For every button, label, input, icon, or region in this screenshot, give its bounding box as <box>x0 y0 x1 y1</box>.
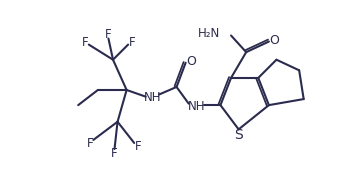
Text: O: O <box>269 33 279 46</box>
Text: NH: NH <box>144 91 161 104</box>
Text: F: F <box>105 28 112 41</box>
Text: S: S <box>234 128 242 142</box>
Text: F: F <box>82 36 89 49</box>
Text: H₂N: H₂N <box>198 27 220 40</box>
Text: NH: NH <box>188 100 205 113</box>
Text: F: F <box>87 137 93 150</box>
Text: F: F <box>135 140 141 153</box>
Text: F: F <box>128 36 135 49</box>
Text: F: F <box>111 147 118 160</box>
Text: O: O <box>186 55 196 68</box>
